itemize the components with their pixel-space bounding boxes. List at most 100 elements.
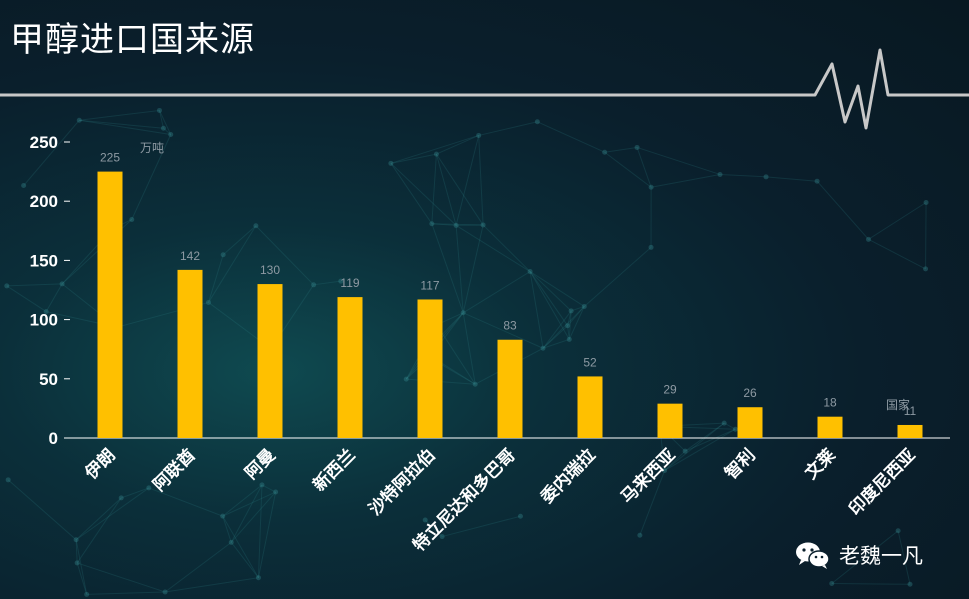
data-label: 26 — [743, 386, 757, 400]
network-link — [431, 223, 464, 313]
network-link — [478, 121, 538, 136]
network-link — [148, 487, 223, 517]
data-label: 11 — [904, 404, 917, 418]
category-label: 新西兰 — [309, 445, 360, 496]
network-link — [164, 541, 232, 593]
bar — [97, 171, 123, 438]
network-link — [570, 305, 585, 312]
network-link — [208, 225, 257, 303]
network-link — [478, 135, 484, 225]
network-link — [431, 223, 457, 226]
network-link — [222, 515, 259, 578]
network-node — [682, 448, 688, 454]
network-node — [923, 266, 929, 272]
network-link — [462, 312, 476, 385]
network-link — [436, 324, 476, 385]
network-link — [222, 225, 257, 256]
network-node — [5, 477, 11, 483]
bar — [897, 424, 923, 438]
network-link — [230, 491, 276, 543]
category-label: 印度尼西亚 — [845, 445, 920, 520]
network-node — [168, 131, 174, 137]
data-label: 142 — [180, 249, 200, 263]
network-node — [160, 125, 166, 131]
network-link — [79, 119, 164, 129]
network-link — [75, 539, 88, 595]
network-node — [429, 221, 435, 227]
network-link — [529, 271, 570, 340]
network-node — [146, 485, 152, 491]
network-link — [390, 134, 479, 164]
network-node — [568, 308, 574, 314]
network-link — [75, 497, 122, 541]
network-link — [390, 162, 457, 226]
network-node — [129, 216, 135, 222]
network-node — [480, 222, 486, 228]
network-node — [865, 236, 871, 242]
network-node — [565, 323, 571, 329]
network-node — [76, 117, 82, 123]
network-link — [230, 542, 259, 579]
data-label: 117 — [420, 278, 439, 292]
network-node — [220, 513, 226, 519]
network-node — [422, 517, 428, 523]
network-node — [534, 119, 540, 125]
network-node — [84, 591, 90, 597]
network-link — [165, 577, 259, 593]
network-node — [648, 184, 654, 190]
bar — [417, 299, 443, 438]
network-node — [74, 560, 80, 566]
network-link — [424, 519, 443, 537]
network-link — [684, 428, 736, 452]
network-node — [602, 149, 608, 155]
network-link — [77, 562, 166, 593]
data-label: 225 — [100, 151, 120, 165]
network-node — [566, 336, 572, 342]
category-label: 委内瑞拉 — [536, 445, 600, 509]
network-link — [257, 491, 277, 578]
network-link — [257, 484, 263, 578]
network-node — [220, 252, 226, 258]
network-link — [7, 479, 77, 541]
network-link — [75, 539, 78, 563]
category-label: 阿联酋 — [149, 445, 200, 496]
network-link — [529, 271, 572, 312]
network-node — [118, 495, 124, 501]
network-node — [228, 539, 234, 545]
bar — [337, 297, 363, 438]
x-axis-label: 国家 — [886, 397, 910, 412]
network-link — [75, 487, 150, 541]
network-node — [895, 528, 901, 534]
network-link — [455, 225, 464, 313]
category-label: 阿曼 — [241, 445, 279, 483]
network-link — [766, 176, 818, 182]
data-label: 52 — [583, 355, 597, 369]
network-node — [907, 581, 913, 587]
data-label: 18 — [823, 396, 837, 410]
network-link — [723, 422, 736, 430]
network-link — [568, 306, 585, 340]
network-node — [273, 489, 279, 495]
network-link — [542, 310, 572, 349]
network-link — [435, 153, 457, 226]
data-label: 83 — [503, 319, 517, 333]
network-link — [79, 119, 171, 135]
network-node — [259, 482, 265, 488]
network-link — [568, 310, 572, 340]
network-link — [567, 310, 572, 326]
category-label: 智利 — [721, 445, 760, 484]
network-node — [732, 426, 738, 432]
network-link — [664, 422, 725, 471]
network-node — [517, 513, 523, 519]
bar — [737, 407, 763, 438]
network-node — [476, 132, 482, 138]
category-label: 马来西亚 — [617, 445, 680, 508]
network-link — [462, 271, 531, 314]
heartbeat-divider — [0, 48, 969, 130]
network-node — [255, 575, 261, 581]
network-link — [222, 491, 276, 517]
network-link — [455, 224, 531, 272]
network-link — [816, 180, 869, 240]
network-link — [230, 484, 263, 543]
network-node — [829, 581, 835, 587]
